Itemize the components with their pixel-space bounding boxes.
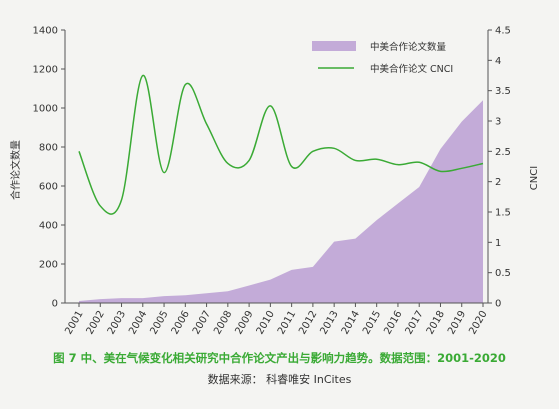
right-tick-label: 0.5 — [495, 268, 511, 279]
left-tick-label: 1200 — [33, 65, 58, 76]
x-tick-label: 2007 — [191, 309, 213, 337]
right-tick-label: 4 — [495, 56, 501, 67]
axes-layer — [64, 30, 489, 304]
x-tick-label: 2020 — [467, 309, 489, 337]
right-tick-label: 1 — [495, 238, 501, 249]
x-tick-label: 2013 — [319, 309, 341, 337]
left-axis-title: 合作论文数量 — [9, 140, 22, 200]
right-tick-label: 2 — [495, 177, 501, 188]
right-axis-ticks: 0 0.5 1 1.5 2 2.5 3 3.5 4 4.5 — [488, 26, 511, 310]
right-tick-label: 4.5 — [495, 26, 511, 37]
x-tick-label: 2001 — [63, 309, 85, 337]
x-tick-label: 2015 — [361, 309, 383, 337]
x-tick-label: 2003 — [106, 309, 128, 337]
cnci-line-series — [78, 74, 484, 215]
right-tick-label: 2.5 — [495, 147, 511, 158]
x-tick-label: 2018 — [425, 309, 447, 337]
left-tick-label: 1000 — [33, 104, 58, 115]
right-tick-label: 0 — [495, 299, 501, 310]
left-axis-ticks: 0 200 400 600 800 1000 1200 1400 — [33, 26, 65, 310]
right-tick-label: 3.5 — [495, 86, 511, 97]
x-tick-label: 2017 — [404, 309, 426, 337]
left-tick-label: 600 — [39, 182, 58, 193]
x-tick-label: 2019 — [446, 309, 468, 337]
x-tick-label: 2005 — [148, 309, 170, 337]
right-tick-label: 3 — [495, 117, 501, 128]
legend-line-label: 中美合作论文 CNCI — [370, 63, 453, 75]
figure-caption: 图 7 中、美在气候变化相关研究中合作论文产出与影响力趋势。数据范围：2001-… — [53, 351, 506, 365]
right-axis-title: CNCI — [529, 166, 540, 190]
data-source-note: 数据来源： 科睿唯安 InCites — [207, 373, 352, 386]
legend-area-swatch — [312, 41, 356, 51]
x-tick-label: 2011 — [276, 309, 298, 337]
x-tick-label: 2009 — [233, 309, 255, 337]
x-axis-ticks: 2001 2002 2003 2004 2005 2006 2007 2008 2009 2010… — [63, 303, 490, 337]
chart-legend: 中美合作论文数量 中美合作论文 CNCI — [312, 41, 453, 75]
x-tick-label: 2016 — [382, 309, 404, 337]
x-tick-label: 2012 — [297, 309, 319, 337]
x-tick-label: 2004 — [127, 309, 149, 337]
x-tick-label: 2010 — [255, 309, 277, 337]
area-series — [79, 100, 483, 303]
line-series-layer — [78, 74, 484, 215]
x-tick-label: 2002 — [85, 309, 107, 337]
x-tick-label: 2006 — [170, 309, 192, 337]
left-tick-label: 0 — [52, 299, 58, 310]
x-tick-label: 2014 — [340, 309, 362, 337]
combo-chart: 0 200 400 600 800 1000 1200 1400 0 0.5 1 1.5 2 2.5 3 3… — [9, 26, 540, 337]
area-series-layer — [78, 100, 484, 303]
left-tick-label: 800 — [39, 143, 58, 154]
right-tick-label: 1.5 — [495, 208, 511, 219]
x-tick-label: 2008 — [212, 309, 234, 337]
legend-area-label: 中美合作论文数量 — [370, 41, 447, 53]
left-tick-label: 200 — [39, 260, 58, 271]
left-tick-label: 400 — [39, 221, 58, 232]
left-tick-label: 1400 — [33, 26, 58, 37]
